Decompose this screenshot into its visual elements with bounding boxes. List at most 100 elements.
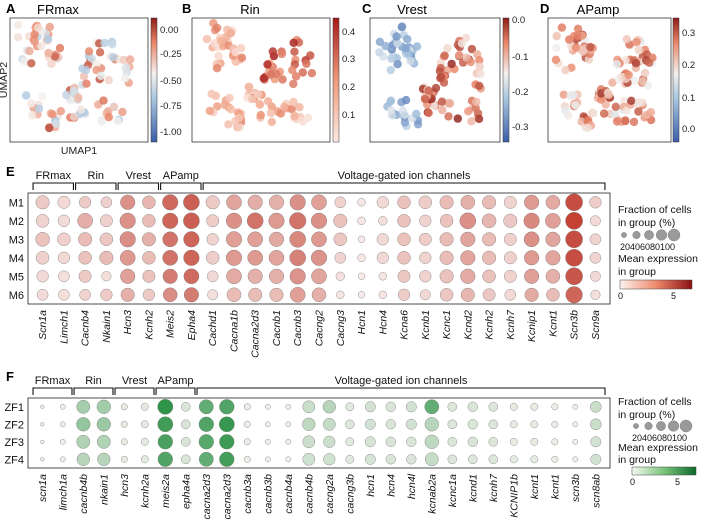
colorbar-frmax <box>150 17 158 143</box>
umap-point <box>291 72 301 81</box>
dot <box>572 403 579 410</box>
dot <box>551 403 559 411</box>
umap-title-apamp: APamp <box>577 2 620 17</box>
umap-point <box>634 107 643 116</box>
size-legend-dot <box>621 232 627 238</box>
umap-point <box>217 36 226 45</box>
dot <box>565 193 583 212</box>
dot <box>162 287 178 303</box>
umap-point <box>440 51 449 60</box>
colorbar-ticks-apamp: 0.3 0.2 0.1 0.0 <box>682 28 695 135</box>
dot <box>323 435 336 448</box>
dot <box>311 194 327 211</box>
dot <box>418 232 432 246</box>
gene-label: Hcn1 <box>356 310 368 335</box>
tick-label: -1.00 <box>160 127 182 138</box>
gene-label: hcn3 <box>119 474 131 497</box>
gene-label: Scn1a <box>37 310 49 340</box>
dot <box>198 451 214 467</box>
color-legend-tick: 5 <box>675 477 680 487</box>
dot <box>264 403 271 410</box>
tick-label: -0.1 <box>512 52 528 63</box>
dot <box>565 249 583 267</box>
umap-points-frmax <box>13 20 135 133</box>
dot <box>285 456 292 463</box>
umap-title-frmax: FRmax <box>37 2 79 17</box>
dot <box>206 251 220 265</box>
umap-point <box>561 66 570 75</box>
tick-label: 0.3 <box>342 54 355 65</box>
dot <box>289 212 307 230</box>
umap-point <box>586 42 595 52</box>
umap-point <box>237 53 247 62</box>
color-legend-bar <box>619 279 693 290</box>
umap-point <box>231 48 240 57</box>
dot <box>467 419 478 430</box>
dot <box>35 214 50 228</box>
dot <box>40 457 45 462</box>
size-legend-dot <box>644 422 653 430</box>
umap-point <box>557 23 567 32</box>
dot <box>119 212 136 229</box>
legend-f: Fraction of cells in group (%) 204060801… <box>618 396 698 487</box>
umap-point <box>437 72 446 82</box>
dot <box>226 268 242 285</box>
dot <box>357 198 366 207</box>
tick-label: 0.0 <box>512 15 525 26</box>
dot <box>333 213 348 228</box>
group-bracket <box>32 182 75 190</box>
umap-point <box>621 116 630 126</box>
dot <box>181 454 191 465</box>
dot <box>183 194 200 211</box>
dot <box>206 214 220 228</box>
size-legend-dots: 20406080100 <box>620 228 681 252</box>
dot <box>322 417 336 431</box>
umap-point <box>74 93 83 102</box>
umap-point <box>638 77 647 86</box>
dot <box>551 438 559 446</box>
dot <box>590 215 601 227</box>
dot <box>219 451 235 467</box>
dot <box>509 437 518 446</box>
dot <box>488 437 499 447</box>
umap-points-rin <box>202 19 317 132</box>
dot <box>96 434 111 449</box>
gene-label: cacnb4b <box>303 474 315 514</box>
umap-point <box>276 109 285 118</box>
row-label: ZF1 <box>4 402 24 414</box>
umap-point <box>255 100 265 109</box>
row-label: ZF3 <box>4 437 24 449</box>
dot <box>157 416 174 433</box>
umap-point <box>267 117 276 127</box>
dotplot-f: F FRmax Rin Vrest APamp Voltage-gated ion ch… <box>4 369 698 520</box>
dot <box>405 401 417 413</box>
gene-label: hcn1 <box>365 474 377 497</box>
dot <box>120 287 135 302</box>
umap-point <box>263 60 272 69</box>
color-legend-subtitle: in group <box>618 454 656 466</box>
dot <box>397 195 411 209</box>
row-labels-e: M1 M2 M3 M4 M5 M6 <box>9 197 24 302</box>
dot <box>424 417 439 432</box>
color-legend-tick: 0 <box>618 291 623 301</box>
color-legend-title: Mean expression <box>618 442 698 454</box>
umap-point <box>634 98 644 107</box>
dot <box>397 214 411 228</box>
umap-point <box>627 96 636 106</box>
dot <box>35 195 50 210</box>
dot <box>311 268 327 285</box>
umap-point <box>457 39 467 48</box>
umap-point <box>84 47 94 56</box>
dot <box>378 216 388 226</box>
tick-label: 0.1 <box>682 93 695 104</box>
umap-point <box>288 65 297 75</box>
umap-point <box>386 97 395 106</box>
dot <box>524 287 539 302</box>
row-label: M5 <box>9 271 24 283</box>
color-legend-tick: 0 <box>630 477 635 487</box>
group-label: FRmax <box>35 375 71 387</box>
umap-point <box>424 108 433 118</box>
dot <box>333 232 347 246</box>
dot <box>364 453 376 465</box>
umap-point <box>610 109 620 119</box>
